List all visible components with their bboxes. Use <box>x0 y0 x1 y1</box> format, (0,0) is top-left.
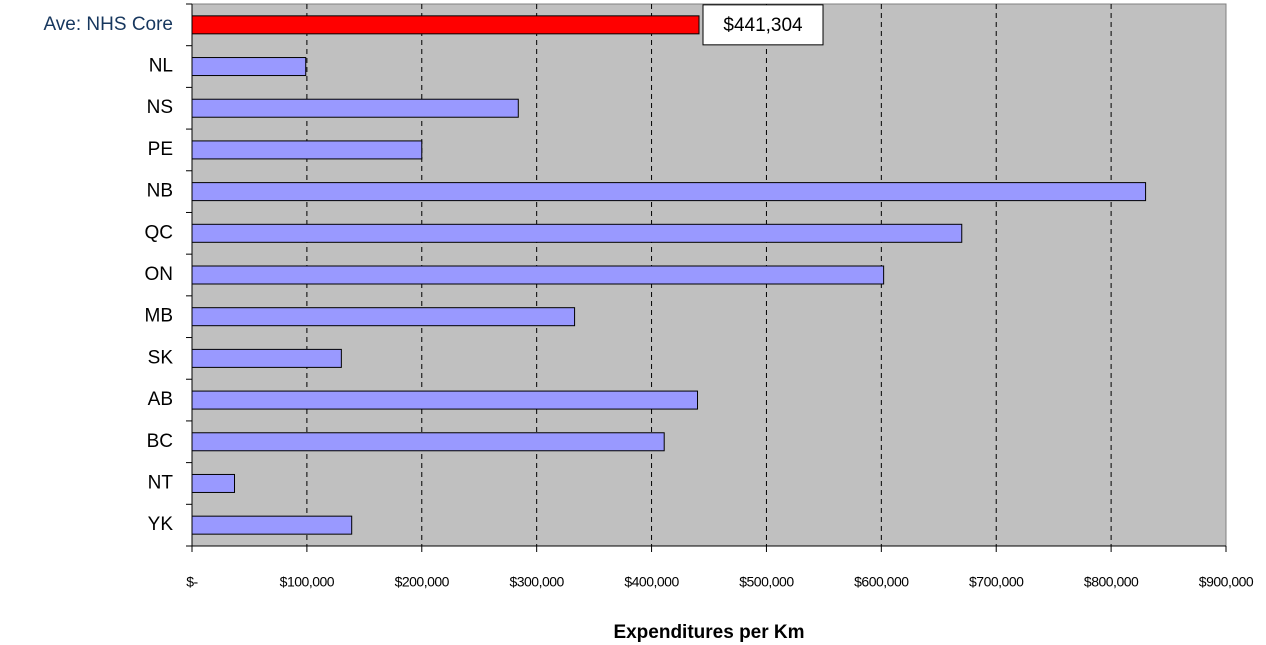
y-tick-label: NB <box>147 181 173 202</box>
y-tick-label: NS <box>147 97 173 118</box>
y-tick-label: MB <box>145 306 174 327</box>
x-tick-label: $800,000 <box>1084 574 1139 590</box>
bar <box>191 307 576 327</box>
value-label: $441,304 <box>723 15 803 36</box>
y-tick-label: SK <box>148 347 174 368</box>
bar <box>191 473 236 493</box>
bar <box>191 432 665 452</box>
x-tick-label: $200,000 <box>395 574 450 590</box>
x-tick-label: $600,000 <box>854 574 909 590</box>
x-tick-label: $700,000 <box>969 574 1024 590</box>
bar <box>191 265 885 285</box>
y-tick-label: Ave: NHS Core <box>43 14 173 35</box>
y-tick-label: QC <box>145 222 174 243</box>
y-tick-label: ON <box>145 264 174 285</box>
bar <box>191 140 423 160</box>
x-axis-title: Expenditures per Km <box>613 622 804 643</box>
y-tick-label: BC <box>147 431 173 452</box>
bar <box>191 223 963 243</box>
x-tick-label: $300,000 <box>509 574 564 590</box>
value-label-box <box>702 4 824 46</box>
bar <box>191 390 699 410</box>
y-tick-label: NL <box>149 56 173 77</box>
y-tick-label: NT <box>148 472 174 493</box>
bar <box>191 98 519 118</box>
x-tick-label: $900,000 <box>1199 574 1254 590</box>
y-tick-label: YK <box>148 514 174 535</box>
bar <box>191 515 353 535</box>
x-tick-label: $- <box>186 574 198 590</box>
bar <box>191 15 700 35</box>
bar <box>191 182 1147 202</box>
x-tick-label: $400,000 <box>624 574 679 590</box>
y-tick-label: AB <box>148 389 173 410</box>
y-tick-label: PE <box>148 139 173 160</box>
x-tick-label: $500,000 <box>739 574 794 590</box>
bar <box>191 348 342 368</box>
x-tick-label: $100,000 <box>280 574 335 590</box>
bar <box>191 57 307 77</box>
